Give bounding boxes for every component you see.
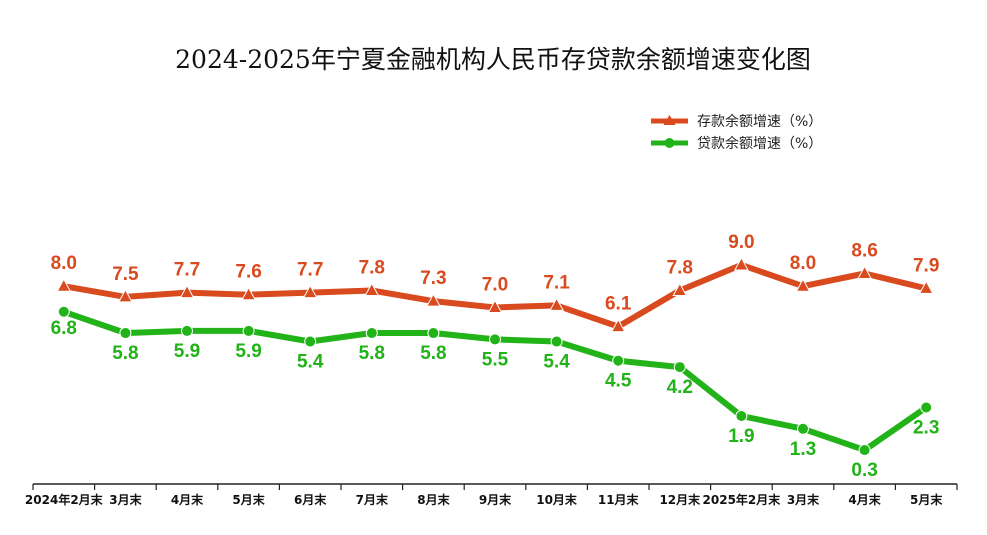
data-label: 5.4 (297, 352, 324, 373)
legend-item-deposit: 存款余额增速（%） (651, 113, 822, 130)
data-point-marker (857, 265, 872, 279)
data-label: 9.0 (728, 232, 754, 253)
data-point-marker (241, 286, 256, 301)
data-label: 7.9 (913, 255, 939, 276)
x-tick-label: 12月末 (659, 492, 701, 507)
data-label: 4.2 (667, 377, 693, 398)
data-point-marker (920, 401, 933, 414)
data-point-marker (181, 324, 193, 337)
data-label: 7.8 (359, 257, 385, 278)
data-label: 7.3 (420, 268, 446, 289)
data-label: 5.8 (112, 343, 138, 364)
x-tick-label: 10月末 (536, 492, 578, 507)
series-line (60, 308, 930, 454)
data-point-marker (242, 324, 255, 337)
data-label: 4.5 (605, 371, 632, 392)
chart-title: 2024-2025年宁夏金融机构人民币存贷款余额增速变化图 (175, 45, 811, 74)
legend-loan-marker (664, 138, 675, 148)
x-tick-label: 6月末 (294, 492, 327, 507)
data-point-marker (56, 278, 72, 292)
data-label: 5.8 (359, 343, 385, 364)
data-point-marker (365, 327, 378, 340)
x-tick-label: 2024年2月末 (25, 492, 104, 507)
data-point-marker (304, 335, 317, 348)
data-point-marker (795, 278, 811, 292)
data-label: 5.4 (543, 352, 570, 373)
x-tick-label: 3月末 (787, 492, 820, 507)
data-label: 7.5 (112, 264, 139, 285)
x-tick-label: 4月末 (171, 492, 204, 507)
data-label: 7.1 (543, 272, 570, 293)
data-point-marker (427, 327, 440, 340)
data-label: 8.6 (851, 240, 877, 261)
data-label: 7.8 (667, 257, 693, 278)
data-point-marker (119, 327, 132, 340)
data-label: 5.5 (482, 349, 509, 370)
data-point-marker (118, 288, 133, 303)
x-axis: 2024年2月末 3月末 4月末 5月末 6月末 7月末 8月末 9月末 10月末 11月末 12月… (25, 483, 958, 507)
data-point-marker (487, 299, 503, 313)
data-point-marker (489, 333, 501, 346)
data-label: 8.0 (790, 253, 816, 274)
x-tick-label: 5月末 (910, 492, 943, 507)
series-layer: 8.0 7.5 7.7 7.6 7.7 7.8 7.3 7.0 7.1 6.1 7.8 9.0 8.0 8… (51, 232, 940, 481)
data-label: 7.7 (174, 260, 200, 281)
legend-loan-label: 贷款余额增速（%） (697, 135, 822, 152)
data-point-marker (179, 284, 195, 299)
data-point-marker (302, 284, 318, 299)
data-point-marker (610, 318, 626, 333)
data-point-marker (550, 335, 563, 348)
x-tick-label: 9月末 (479, 492, 512, 507)
data-point-marker (797, 422, 809, 435)
legend-item-loan: 贷款余额增速（%） (651, 135, 822, 152)
data-point-marker (858, 444, 871, 457)
data-label: 7.6 (235, 262, 261, 283)
x-tick-label: 5月末 (232, 492, 265, 507)
data-point-marker (426, 293, 441, 307)
data-point-marker (549, 297, 564, 311)
data-label: 7.0 (482, 275, 508, 296)
data-label: 5.9 (174, 341, 200, 362)
data-label: 5.8 (420, 343, 446, 364)
x-tick-label: 8月末 (417, 492, 450, 507)
data-point-marker (57, 305, 70, 318)
series-deposit: 8.0 7.5 7.7 7.6 7.7 7.8 7.3 7.0 7.1 6.1 7.8 9.0 8.0 8… (51, 232, 939, 333)
data-point-marker (612, 354, 625, 367)
data-label: 6.8 (51, 318, 77, 339)
data-point-marker (364, 282, 380, 296)
data-point-marker (734, 256, 749, 271)
legend-deposit-marker (663, 115, 676, 125)
x-tick-label: 7月末 (356, 492, 389, 507)
data-point-marker (672, 282, 688, 296)
data-point-marker (735, 410, 748, 423)
x-tick-label: 11月末 (598, 492, 640, 507)
data-label: 8.0 (51, 253, 77, 274)
data-label: 5.9 (235, 341, 261, 362)
x-tick-label: 3月末 (109, 492, 142, 507)
x-tick-label: 4月末 (848, 492, 881, 507)
data-label: 7.7 (297, 260, 323, 281)
data-label: 1.3 (790, 439, 816, 460)
data-label: 2.3 (913, 418, 939, 439)
legend: 存款余额增速（%） 贷款余额增速（%） (651, 113, 822, 152)
x-tick-label: 2025年2月末 (703, 492, 782, 507)
data-label: 6.1 (605, 294, 632, 315)
data-point-marker (918, 280, 934, 294)
data-label: 0.3 (851, 460, 877, 481)
series-loan: 6.8 5.8 5.9 5.9 5.4 5.8 5.8 5.5 5.4 4.5 4.2 1.9 1.3 0… (51, 305, 939, 481)
data-label: 1.9 (728, 426, 754, 447)
legend-deposit-label: 存款余额增速（%） (697, 113, 822, 130)
data-point-marker (673, 361, 686, 374)
